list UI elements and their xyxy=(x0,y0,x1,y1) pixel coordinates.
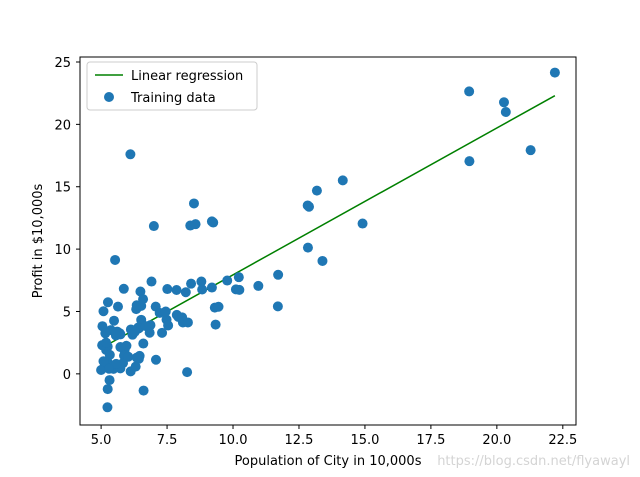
data-point xyxy=(104,363,115,374)
data-point xyxy=(140,321,151,332)
data-point xyxy=(182,317,193,328)
data-point xyxy=(130,361,141,372)
data-point xyxy=(148,221,159,232)
data-point xyxy=(233,272,244,283)
y-tick-label: 0 xyxy=(63,368,71,383)
data-point xyxy=(188,198,199,209)
data-point xyxy=(135,286,146,297)
y-tick-label: 20 xyxy=(54,118,71,133)
data-point xyxy=(98,356,109,367)
data-point xyxy=(110,254,121,265)
data-point xyxy=(162,284,173,295)
data-point xyxy=(96,364,107,375)
data-point xyxy=(104,349,115,360)
data-point xyxy=(102,297,113,308)
data-point xyxy=(190,219,201,230)
data-point xyxy=(123,351,134,362)
data-point xyxy=(196,276,207,287)
y-tick-label: 15 xyxy=(54,181,71,196)
watermark-text: https://blog.csdn.net/flyawayl xyxy=(437,454,630,469)
data-point xyxy=(180,287,191,298)
data-point xyxy=(272,301,283,312)
x-tick-label: 20.0 xyxy=(482,433,511,448)
data-point xyxy=(182,367,193,378)
y-tick-label: 25 xyxy=(54,56,71,71)
x-tick-label: 10.0 xyxy=(219,433,248,448)
plot-frame xyxy=(79,56,577,426)
data-point xyxy=(146,276,157,287)
data-point xyxy=(98,306,109,317)
data-point xyxy=(234,284,245,295)
data-point xyxy=(111,327,122,338)
data-point xyxy=(206,216,217,227)
regression-line-layer xyxy=(100,95,556,349)
data-point xyxy=(129,326,140,337)
data-point xyxy=(500,107,511,118)
data-point xyxy=(357,218,368,229)
x-tick-label: 7.5 xyxy=(157,433,178,448)
data-point xyxy=(138,385,149,396)
x-tick-label: 12.5 xyxy=(285,433,314,448)
data-point xyxy=(150,354,161,365)
plot-area xyxy=(80,57,576,425)
data-point xyxy=(337,175,348,186)
data-point xyxy=(138,338,149,349)
data-point xyxy=(464,86,475,97)
data-point xyxy=(136,300,147,311)
x-tick-label: 5.0 xyxy=(91,433,112,448)
data-point xyxy=(197,284,208,295)
y-tick-label: 10 xyxy=(54,243,71,258)
data-point xyxy=(109,315,120,326)
data-point xyxy=(112,301,123,312)
legend-marker-swatch xyxy=(104,92,114,102)
x-tick-label: 22.5 xyxy=(548,433,577,448)
regression-line xyxy=(100,95,556,349)
data-point xyxy=(253,280,264,291)
x-axis-ticks: 5.0 7.5 10.0 12.5 15.0 17.5 20.0 22.5 xyxy=(91,425,577,448)
data-point xyxy=(311,185,322,196)
data-point xyxy=(100,328,111,339)
x-tick-label: 17.5 xyxy=(416,433,445,448)
data-point xyxy=(302,242,313,253)
data-point xyxy=(111,358,122,369)
data-point xyxy=(131,352,142,363)
data-point xyxy=(525,145,536,156)
data-point xyxy=(163,320,174,331)
data-point xyxy=(102,402,113,413)
legend-label-regression: Linear regression xyxy=(131,69,243,84)
data-point xyxy=(549,67,560,78)
data-point xyxy=(101,337,112,348)
data-point xyxy=(498,97,509,108)
x-tick-label: 15.0 xyxy=(350,433,379,448)
y-axis-label: Profit in $10,000s xyxy=(31,183,46,298)
data-point xyxy=(125,149,136,160)
data-point xyxy=(317,255,328,266)
data-point xyxy=(102,384,113,395)
data-point xyxy=(273,269,284,280)
legend-box xyxy=(86,61,258,111)
data-point xyxy=(464,156,475,167)
y-tick-label: 5 xyxy=(63,305,71,320)
data-point xyxy=(118,283,129,294)
data-point xyxy=(304,201,315,212)
legend: Linear regression Training data xyxy=(86,61,258,111)
data-point xyxy=(115,342,126,353)
data-point xyxy=(186,278,197,289)
data-point xyxy=(157,327,168,338)
y-axis-ticks: 0 5 10 15 20 25 xyxy=(54,56,80,383)
data-point xyxy=(160,306,171,317)
legend-label-training: Training data xyxy=(130,91,216,106)
x-axis-label: Population of City in 10,000s xyxy=(235,454,422,469)
data-point xyxy=(171,285,182,296)
data-point xyxy=(210,319,221,330)
data-point xyxy=(206,282,217,293)
scatter-points xyxy=(96,67,560,413)
data-point xyxy=(104,375,115,386)
data-point xyxy=(222,275,233,286)
data-point xyxy=(213,301,224,312)
